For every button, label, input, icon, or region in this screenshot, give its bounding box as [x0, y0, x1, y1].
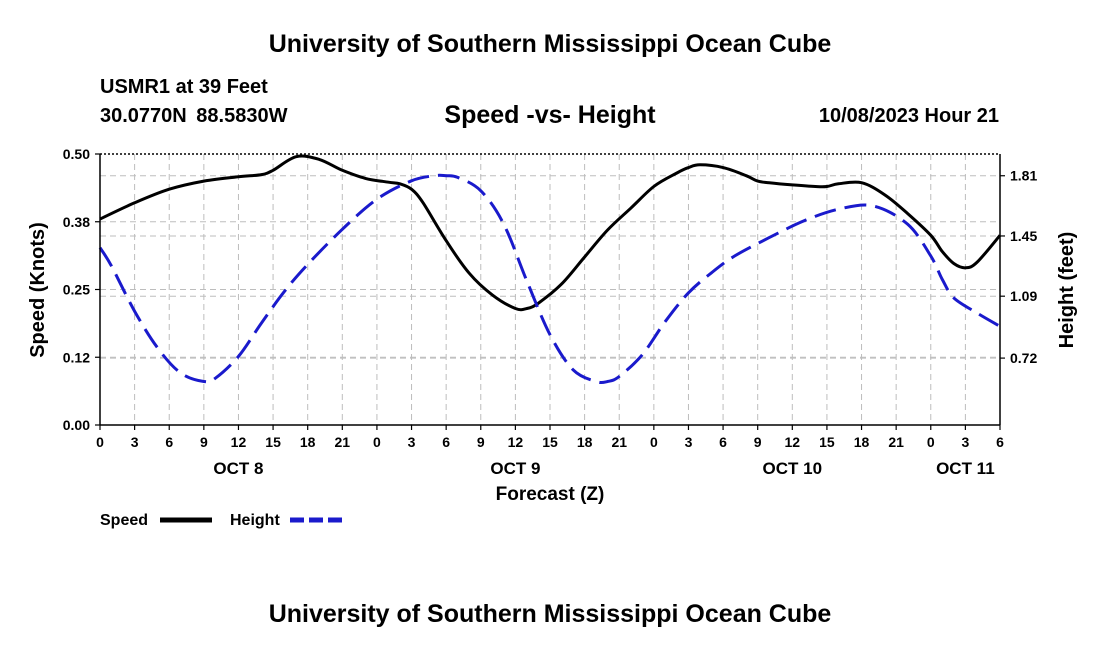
x-tick-label: 3 — [961, 434, 969, 450]
x-tick-label: 6 — [442, 434, 450, 450]
chart-axes: 0 3 6 9 12 15 18 21 0 3 6 9 12 15 18 21 0 3 6 9 12 15 18 21 0 3 6O… — [63, 146, 1038, 478]
x-tick-label: 0 — [927, 434, 935, 450]
chart-title: Speed -vs- Height — [444, 101, 656, 129]
speed-series-line — [99, 154, 1002, 312]
x-tick-label: 6 — [719, 434, 727, 450]
x-tick-label: 18 — [577, 434, 593, 450]
y-tick-label: 0.12 — [63, 349, 90, 365]
day-label: OCT 10 — [763, 459, 823, 478]
x-tick-label: 3 — [685, 434, 693, 450]
y-axis-title: Speed (Knots) — [27, 222, 49, 358]
page-title: University of Southern Mississippi Ocean… — [268, 30, 832, 58]
x-tick-label: 15 — [819, 434, 835, 450]
x-tick-label: 18 — [854, 434, 870, 450]
x-tick-label: 15 — [265, 434, 281, 450]
y2-tick-label: 0.72 — [1010, 350, 1037, 366]
station-coordinates: 30.0770N 88.5830W — [100, 105, 288, 127]
x-tick-label: 12 — [785, 434, 801, 450]
x-tick-label: 9 — [754, 434, 762, 450]
y2-axis-title: Height (feet) — [1056, 232, 1078, 349]
chart-grid — [100, 154, 1000, 425]
x-tick-label: 6 — [165, 434, 173, 450]
y-tick-label: 0.50 — [63, 146, 90, 162]
x-tick-label: 21 — [335, 434, 351, 450]
day-label: OCT 9 — [490, 459, 540, 478]
x-tick-label: 9 — [477, 434, 485, 450]
day-label: OCT 8 — [213, 459, 263, 478]
x-tick-label: 0 — [96, 434, 104, 450]
chart-series — [98, 154, 1002, 385]
forecast-timestamp: 10/08/2023 Hour 21 — [818, 105, 999, 127]
x-tick-label: 21 — [888, 434, 904, 450]
x-axis-title: Forecast (Z) — [496, 484, 605, 505]
y2-tick-label: 1.45 — [1010, 228, 1037, 244]
x-tick-label: 21 — [611, 434, 627, 450]
footer-title: University of Southern Mississippi Ocean… — [268, 600, 832, 628]
x-tick-label: 3 — [408, 434, 416, 450]
x-tick-label: 15 — [542, 434, 558, 450]
y2-tick-label: 1.81 — [1010, 168, 1037, 184]
legend-speed-label: Speed — [100, 512, 148, 529]
x-tick-label: 6 — [996, 434, 1004, 450]
x-tick-label: 12 — [231, 434, 247, 450]
x-tick-label: 12 — [508, 434, 524, 450]
height-series-line — [98, 173, 1001, 385]
legend-height-label: Height — [230, 512, 280, 529]
y-tick-label: 0.00 — [63, 417, 90, 433]
y2-tick-label: 1.09 — [1010, 288, 1037, 304]
x-tick-label: 3 — [131, 434, 139, 450]
station-name: USMR1 at 39 Feet — [100, 76, 268, 98]
y-tick-label: 0.38 — [63, 214, 90, 230]
chart-legend: Speed Height — [100, 512, 342, 529]
x-tick-label: 0 — [650, 434, 658, 450]
y-tick-label: 0.25 — [63, 282, 90, 298]
x-tick-label: 9 — [200, 434, 208, 450]
day-label: OCT 11 — [936, 459, 995, 478]
x-tick-label: 0 — [373, 434, 381, 450]
x-tick-label: 18 — [300, 434, 316, 450]
